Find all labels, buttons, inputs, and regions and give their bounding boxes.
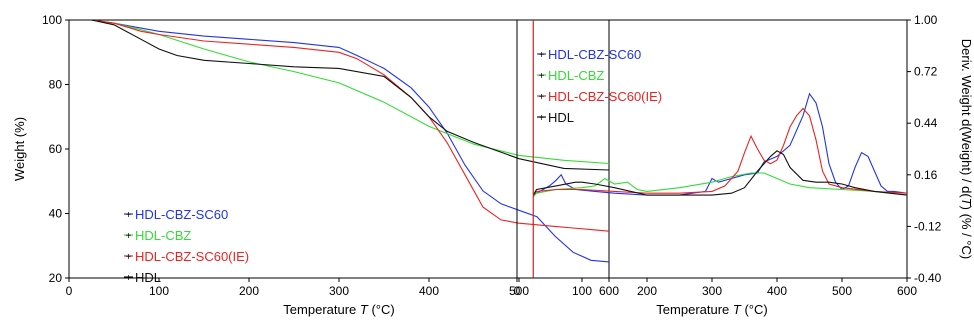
x-tick-label: 500 [832, 284, 852, 298]
y-tick-label: 0.44 [914, 116, 938, 130]
y-tick-label: -0.12 [914, 219, 942, 233]
series-group [532, 92, 907, 198]
y-axis-title: Weight (%) [12, 117, 27, 181]
x-tick-label: 300 [702, 284, 722, 298]
legend: + HDL-CBZ-SC60+ HDL-CBZ+ HDL-CBZ-SC60(IE)+ H… [124, 207, 249, 285]
x-tick-label: 400 [419, 284, 439, 298]
series-line-hdl-cbz-sc60 [91, 20, 609, 263]
legend-marker-icon: + [126, 231, 132, 242]
legend-marker-icon: + [126, 273, 132, 284]
x-tick-label: 600 [599, 284, 619, 298]
legend-marker-icon: + [126, 210, 132, 221]
x-tick-label: 600 [897, 284, 917, 298]
legend-label: HDL-CBZ-SC60(IE) [135, 249, 249, 264]
legend-marker-icon: + [539, 50, 545, 61]
x-tick-label: 0 [514, 284, 521, 298]
series-line-hdl-cbz [91, 20, 609, 165]
y-tick-label: 0.16 [914, 168, 938, 182]
x-tick-label: 100 [149, 284, 169, 298]
y-tick-label: 60 [49, 142, 63, 156]
y-tick-label: 1.00 [914, 13, 938, 27]
legend-marker-icon: + [539, 113, 545, 124]
x-tick-label: 500 [509, 284, 529, 298]
x-tick-label: 200 [637, 284, 657, 298]
y-tick-label: 100 [42, 13, 62, 27]
y-tick-label: -0.40 [914, 271, 942, 285]
legend: + HDL-CBZ-SC60+ HDL-CBZ+ HDL-CBZ-SC60(IE)+ H… [537, 47, 662, 125]
legend-label: HDL-CBZ [548, 68, 604, 83]
legend-label: HDL-CBZ-SC60 [548, 47, 641, 62]
legend-marker-icon: + [126, 252, 132, 263]
weight-chart: 0 100 200 300 400 500 600 20 40 60 80 100 Temperatur… [12, 13, 619, 317]
legend-label: HDL [548, 110, 574, 125]
series-line-hdl [532, 150, 907, 196]
x-tick-label: 200 [239, 284, 259, 298]
derivative-chart: 0 100 200 300 400 500 600-0.40-0.120.160.440.7… [514, 13, 974, 317]
x-tick-label: 400 [767, 284, 787, 298]
legend-label: HDL [135, 270, 161, 285]
legend-label: HDL-CBZ-SC60 [135, 207, 228, 222]
legend-label: HDL-CBZ [135, 228, 191, 243]
x-tick-label: 300 [329, 284, 349, 298]
legend-marker-icon: + [539, 71, 545, 82]
series-line-hdl-cbz [532, 172, 907, 198]
legend-label: HDL-CBZ-SC60(IE) [548, 89, 662, 104]
x-tick-label: 100 [572, 284, 592, 298]
y-tick-label: 20 [49, 271, 63, 285]
series-line-hdl [91, 20, 609, 171]
x-axis-title: Temperature T (°C) [656, 302, 767, 317]
y-tick-label: 0.72 [914, 65, 938, 79]
y-axis-title: Deriv. Weight d(Weight) / d(T) (% / °C) [959, 39, 974, 260]
series-line-hdl-cbz-sc60-ie- [91, 20, 609, 232]
x-axis-title: Temperature T (°C) [283, 302, 394, 317]
y-tick-label: 80 [49, 78, 63, 92]
y-tick-label: 40 [49, 207, 63, 221]
x-tick-label: 0 [66, 284, 73, 298]
series-line-hdl-cbz-sc60-ie- [532, 107, 907, 196]
legend-marker-icon: + [539, 92, 545, 103]
series-group [91, 20, 609, 263]
